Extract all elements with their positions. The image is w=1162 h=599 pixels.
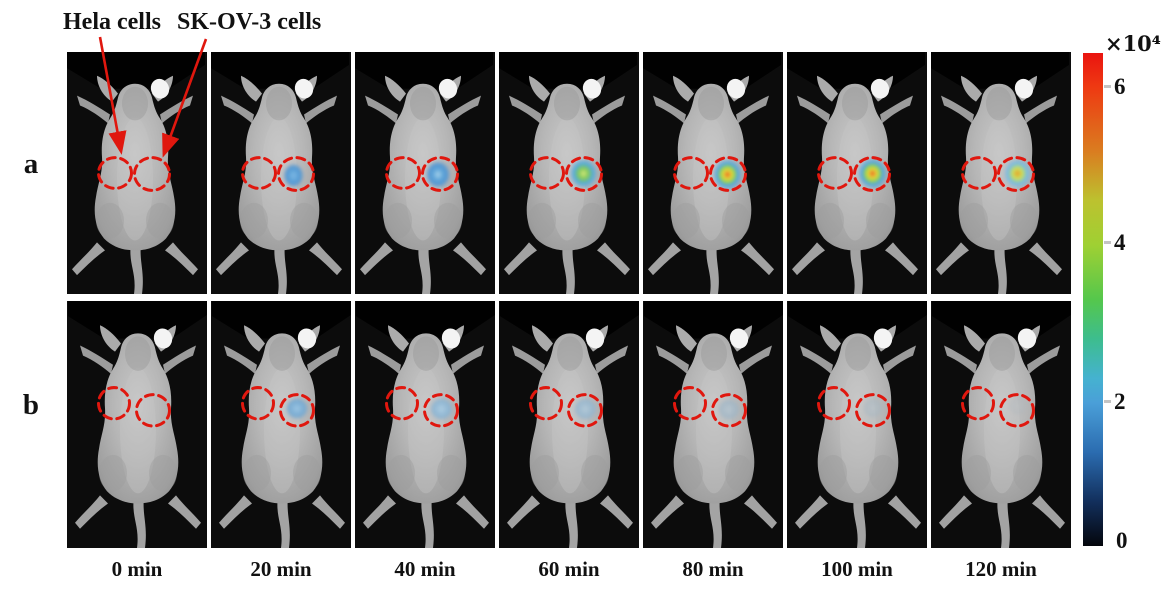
mouse-image-panel: [787, 301, 927, 548]
fluorescence-spot: [427, 396, 455, 422]
hela-cells-label: Hela cells: [63, 9, 161, 35]
time-label: 100 min: [821, 557, 893, 581]
mouse-photo: [931, 52, 1069, 294]
fluorescence-spot: [424, 158, 452, 190]
time-label: 60 min: [538, 557, 600, 581]
colorbar-tick-label: 0: [1116, 528, 1128, 553]
fluorescence-spot: [567, 156, 599, 190]
colorbar-tick-mark: [1104, 85, 1111, 88]
mouse-photo: [644, 301, 783, 548]
skov3-cells-label: SK-OV-3 cells: [177, 9, 322, 35]
time-label: 80 min: [682, 557, 744, 581]
mouse-photo: [500, 301, 639, 548]
mouse-photo: [67, 52, 205, 294]
mouse-image-panel: [787, 52, 927, 294]
colorbar-tick-label: 2: [1114, 389, 1126, 414]
mouse-image-panel: [931, 301, 1071, 548]
mouse-image-panel: [499, 301, 639, 548]
mouse-image-panel: [499, 52, 639, 294]
fluorescence-spot: [861, 396, 885, 420]
mouse-image-panel: [67, 301, 207, 548]
mouse-image-panel: [355, 52, 495, 294]
intensity-colorbar: [1083, 53, 1103, 546]
mouse-photo: [788, 301, 927, 548]
time-label: 40 min: [394, 557, 456, 581]
time-label: 0 min: [111, 557, 163, 581]
mouse-image-panel: [211, 52, 351, 294]
mouse-image-panel: [931, 52, 1071, 294]
mouse-photo: [356, 301, 495, 548]
fluorescence-spot: [855, 155, 889, 191]
fluorescence-spot: [284, 395, 310, 421]
row-label-a: a: [23, 148, 39, 180]
colorbar-tick-label: 4: [1114, 230, 1126, 255]
mouse-photo: [212, 301, 351, 548]
mouse-image-panel: [643, 52, 783, 294]
mouse-photo: [932, 301, 1071, 548]
fluorescence-spot: [1001, 156, 1033, 190]
fluorescence-spot: [571, 396, 599, 422]
fluorescence-spot: [716, 396, 742, 422]
time-label: 20 min: [250, 557, 312, 581]
mouse-photo: [68, 301, 207, 548]
time-label: 120 min: [965, 557, 1037, 581]
mouse-image-panel: [211, 301, 351, 548]
mouse-image-panel: [643, 301, 783, 548]
fluorescence-spot: [1007, 395, 1029, 417]
colorbar-tick-mark: [1104, 241, 1111, 244]
mouse-image-panel: [355, 301, 495, 548]
fluorescence-spot: [281, 161, 305, 189]
colorbar-tick-mark: [1104, 400, 1111, 403]
colorbar-scale-title: ×10⁴: [1104, 31, 1161, 56]
colorbar-tick-label: 6: [1114, 74, 1126, 99]
row-label-b: b: [22, 389, 40, 421]
mouse-photo: [211, 52, 349, 294]
mouse-image-panel: [67, 52, 207, 294]
fluorescence-spot: [710, 156, 744, 192]
